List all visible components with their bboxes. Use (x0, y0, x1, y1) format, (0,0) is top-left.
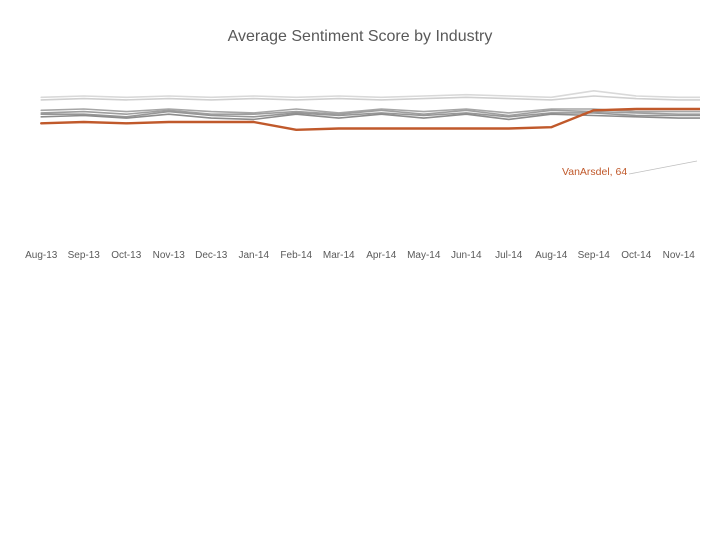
x-tick-label: Sep-13 (68, 250, 100, 261)
annotation-vanarsdel-label: VanArsdel, 64 (562, 166, 627, 178)
chart-title: Average Sentiment Score by Industry (0, 28, 720, 46)
x-tick-label: Nov-13 (153, 250, 185, 261)
x-tick-label: Apr-14 (366, 250, 396, 261)
x-tick-label: Jun-14 (451, 250, 482, 261)
x-tick-label: Sep-14 (578, 250, 610, 261)
x-tick-label: Nov-14 (663, 250, 695, 261)
x-tick-label: Oct-14 (621, 250, 651, 261)
sentiment-line-chart: Average Sentiment Score by Industry VanA… (0, 0, 720, 540)
x-tick-label: Mar-14 (323, 250, 355, 261)
x-tick-label: Dec-13 (195, 250, 227, 261)
plot-area (20, 70, 700, 200)
x-tick-label: Jan-14 (238, 250, 269, 261)
x-axis: Aug-13 Sep-13 Oct-13 Nov-13 Dec-13 Jan-14 Feb-… (20, 250, 700, 270)
x-tick-label: Aug-13 (25, 250, 57, 261)
x-tick-label: Feb-14 (280, 250, 312, 261)
x-tick-label: Oct-13 (111, 250, 141, 261)
x-tick-label: Jul-14 (495, 250, 522, 261)
x-tick-label: May-14 (407, 250, 440, 261)
x-tick-label: Aug-14 (535, 250, 567, 261)
